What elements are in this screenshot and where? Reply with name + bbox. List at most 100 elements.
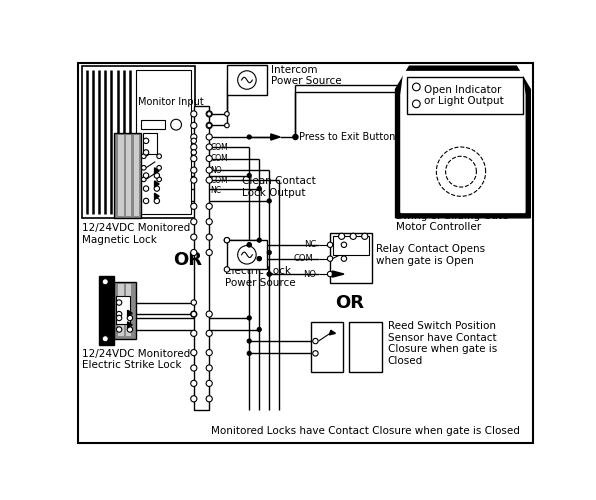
Circle shape bbox=[224, 266, 229, 272]
Bar bbox=[311, 322, 343, 372]
Circle shape bbox=[224, 238, 229, 243]
Text: Intercom
Power Source: Intercom Power Source bbox=[271, 64, 342, 86]
Circle shape bbox=[141, 177, 146, 182]
Circle shape bbox=[144, 138, 149, 143]
Circle shape bbox=[412, 100, 420, 108]
Circle shape bbox=[191, 150, 197, 155]
Circle shape bbox=[268, 199, 271, 203]
Circle shape bbox=[127, 327, 132, 332]
Circle shape bbox=[207, 112, 212, 116]
Circle shape bbox=[191, 144, 197, 150]
Text: COM: COM bbox=[211, 176, 228, 184]
Circle shape bbox=[206, 203, 212, 209]
Circle shape bbox=[154, 186, 160, 192]
Circle shape bbox=[257, 256, 261, 260]
Circle shape bbox=[247, 243, 251, 246]
Circle shape bbox=[102, 336, 108, 342]
Circle shape bbox=[116, 300, 122, 305]
Circle shape bbox=[141, 166, 146, 170]
Circle shape bbox=[191, 300, 197, 305]
Circle shape bbox=[191, 177, 197, 183]
Bar bbox=[136, 70, 191, 214]
Bar bbox=[114, 133, 141, 218]
Circle shape bbox=[206, 111, 212, 117]
Circle shape bbox=[206, 234, 212, 240]
Circle shape bbox=[144, 186, 149, 192]
Circle shape bbox=[342, 256, 347, 262]
Circle shape bbox=[206, 218, 212, 225]
Circle shape bbox=[144, 173, 149, 178]
Text: Electric Lock
Power Source: Electric Lock Power Source bbox=[225, 266, 296, 288]
Circle shape bbox=[412, 83, 420, 91]
Circle shape bbox=[238, 71, 256, 90]
Circle shape bbox=[247, 352, 251, 356]
Polygon shape bbox=[396, 66, 530, 218]
Circle shape bbox=[191, 218, 197, 225]
Circle shape bbox=[206, 144, 212, 150]
Bar bbox=[119, 136, 124, 216]
Circle shape bbox=[225, 112, 229, 116]
Circle shape bbox=[342, 242, 347, 248]
Circle shape bbox=[206, 122, 212, 128]
Circle shape bbox=[206, 330, 212, 336]
Bar bbox=[194, 106, 209, 410]
Circle shape bbox=[257, 238, 261, 242]
Circle shape bbox=[247, 243, 251, 246]
Circle shape bbox=[191, 396, 197, 402]
Text: NO: NO bbox=[303, 270, 316, 278]
Circle shape bbox=[225, 123, 229, 128]
Circle shape bbox=[191, 311, 197, 317]
Text: NO: NO bbox=[211, 166, 222, 174]
Text: COM: COM bbox=[211, 154, 228, 163]
Circle shape bbox=[191, 203, 197, 209]
Circle shape bbox=[157, 177, 162, 182]
Bar bbox=[333, 236, 370, 255]
Bar bbox=[126, 284, 132, 337]
Text: OR: OR bbox=[173, 251, 202, 269]
Circle shape bbox=[206, 365, 212, 371]
Circle shape bbox=[191, 138, 197, 143]
Circle shape bbox=[313, 338, 318, 344]
Polygon shape bbox=[154, 168, 159, 174]
Circle shape bbox=[191, 167, 197, 173]
Circle shape bbox=[191, 330, 197, 336]
Text: 12/24VDC Monitored
Electric Strike Lock: 12/24VDC Monitored Electric Strike Lock bbox=[82, 349, 190, 370]
Bar bbox=[114, 282, 136, 339]
Circle shape bbox=[157, 166, 162, 170]
Circle shape bbox=[293, 135, 297, 139]
Circle shape bbox=[191, 380, 197, 386]
Circle shape bbox=[154, 198, 160, 203]
Circle shape bbox=[191, 156, 197, 162]
Circle shape bbox=[191, 122, 197, 128]
Text: Relay Contact Opens
when gate is Open: Relay Contact Opens when gate is Open bbox=[376, 244, 485, 266]
Circle shape bbox=[268, 272, 271, 276]
Circle shape bbox=[191, 111, 197, 117]
Circle shape bbox=[157, 154, 162, 158]
Circle shape bbox=[257, 328, 261, 332]
Circle shape bbox=[293, 134, 298, 140]
Polygon shape bbox=[333, 271, 344, 277]
Circle shape bbox=[154, 173, 160, 178]
Bar bbox=[116, 296, 130, 324]
Circle shape bbox=[247, 174, 251, 178]
Circle shape bbox=[116, 327, 122, 332]
Circle shape bbox=[191, 134, 197, 140]
Circle shape bbox=[191, 365, 197, 371]
Circle shape bbox=[247, 135, 251, 139]
Circle shape bbox=[206, 156, 212, 162]
Circle shape bbox=[141, 154, 146, 158]
Circle shape bbox=[144, 198, 149, 203]
Polygon shape bbox=[271, 134, 280, 140]
Circle shape bbox=[238, 246, 256, 264]
Text: Monitor Input: Monitor Input bbox=[138, 98, 203, 108]
Bar bbox=[99, 276, 114, 345]
Circle shape bbox=[191, 350, 197, 356]
Circle shape bbox=[268, 272, 271, 276]
Circle shape bbox=[327, 272, 333, 277]
Circle shape bbox=[339, 233, 344, 239]
Circle shape bbox=[144, 150, 149, 155]
Text: Reed Switch Position
Sensor have Contact
Closure when gate is
Closed: Reed Switch Position Sensor have Contact… bbox=[388, 321, 497, 366]
Text: Swing or Sliding Gate
Motor Controller: Swing or Sliding Gate Motor Controller bbox=[396, 211, 508, 233]
Circle shape bbox=[206, 134, 212, 140]
Circle shape bbox=[268, 250, 271, 254]
